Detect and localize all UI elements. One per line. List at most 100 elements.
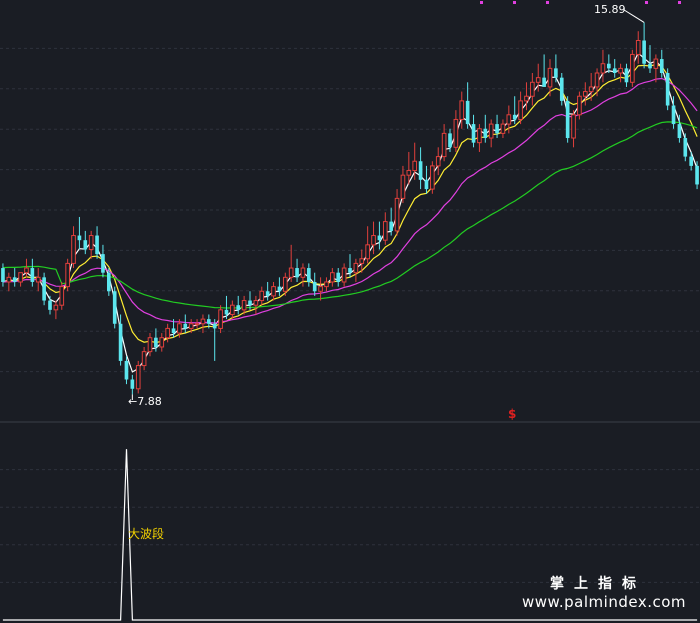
candle-up (200, 318, 206, 325)
candle-down (1, 268, 5, 282)
grid-lines (0, 47, 700, 583)
candle-down (512, 114, 517, 120)
ma-short-line (2, 51, 698, 373)
bigwave-signal-label: 大波段 (128, 527, 165, 541)
candle-up (177, 323, 182, 334)
candle-up (453, 118, 459, 148)
candle-up (165, 327, 170, 339)
candle-up (459, 100, 465, 120)
watermark-url: www.palmindex.com (521, 593, 686, 611)
moving-average-lines (2, 51, 698, 373)
watermark: 掌上指标 www.palmindex.com (522, 573, 686, 611)
candle-up (6, 276, 12, 283)
candle-up (230, 304, 235, 315)
candle-up (400, 174, 406, 199)
candle-up (282, 276, 288, 292)
candle-up (630, 53, 635, 83)
candle-up (488, 123, 494, 139)
candle-down (307, 268, 311, 282)
candle-down (448, 133, 452, 148)
candle-down (112, 291, 117, 324)
candle-down (42, 277, 46, 301)
candle-up (35, 276, 41, 283)
high-leader (623, 9, 645, 23)
top-dot (678, 1, 681, 4)
bigwave-line (2, 449, 698, 621)
candle-down (124, 360, 129, 380)
candle-down (101, 254, 105, 273)
candle-up (359, 258, 365, 264)
candle-down (624, 68, 629, 83)
candle-down (265, 291, 270, 296)
candle-down (377, 235, 382, 241)
candle-up (53, 304, 59, 311)
candle-down (224, 309, 229, 315)
candle-down (418, 161, 423, 180)
candle-up (441, 132, 447, 158)
candle-up (394, 197, 400, 232)
top-dot (480, 1, 483, 4)
candle-up (253, 300, 259, 306)
low-price-label: ←7.88 (128, 395, 162, 408)
candle-down (642, 40, 646, 64)
candle-up (618, 67, 623, 74)
candle-down (95, 235, 99, 255)
candle-down (118, 323, 123, 361)
candle-down (12, 277, 17, 282)
candle-up (371, 235, 376, 246)
candle-down (348, 268, 352, 273)
candle-down (171, 328, 176, 334)
candle-down (248, 300, 252, 306)
candle-down (483, 128, 488, 139)
candle-down (559, 77, 564, 101)
candle-up (318, 286, 323, 292)
candle-up (88, 235, 94, 250)
candle-up (635, 40, 641, 55)
candle-down (542, 77, 546, 87)
candle-down (424, 179, 429, 190)
candle-down (465, 100, 470, 125)
bigwave-indicator (2, 449, 698, 621)
top-dot (546, 1, 549, 4)
watermark-title: 掌上指标 (550, 576, 646, 592)
candle-down (207, 319, 211, 324)
candle-down (312, 281, 317, 292)
ma-mid-line (2, 63, 698, 344)
candle-up (547, 67, 553, 88)
candle-up (135, 365, 141, 390)
top-marker-dots (480, 1, 681, 4)
candle-up (141, 351, 147, 367)
top-dot (513, 1, 516, 4)
candle-up (506, 114, 512, 125)
candle-up (477, 128, 482, 144)
point-markers (131, 9, 645, 400)
candle-down (183, 323, 188, 329)
candle-up (430, 165, 435, 190)
candle-up (571, 114, 576, 139)
candle-up (653, 58, 659, 69)
candle-down (677, 124, 682, 139)
candle-up (530, 81, 535, 97)
candle-up (59, 286, 65, 306)
candle-up (582, 91, 588, 97)
candle-down (665, 73, 670, 106)
candle-up (241, 300, 247, 311)
candle-up (218, 309, 223, 329)
candle-up (600, 63, 606, 74)
candle-up (594, 72, 600, 88)
candle-down (277, 286, 282, 292)
signal-marker: $ (508, 407, 517, 421)
candle-down (236, 305, 241, 310)
candle-down (130, 379, 135, 389)
candle-down (612, 68, 617, 74)
candle-down (389, 221, 393, 231)
candle-up (406, 170, 412, 176)
candle-up (412, 160, 418, 172)
candle-up (324, 281, 329, 288)
candle-down (83, 240, 88, 250)
candle-up (353, 262, 359, 274)
candle-up (65, 262, 70, 288)
candle-down (495, 124, 499, 134)
candle-down (48, 300, 52, 310)
